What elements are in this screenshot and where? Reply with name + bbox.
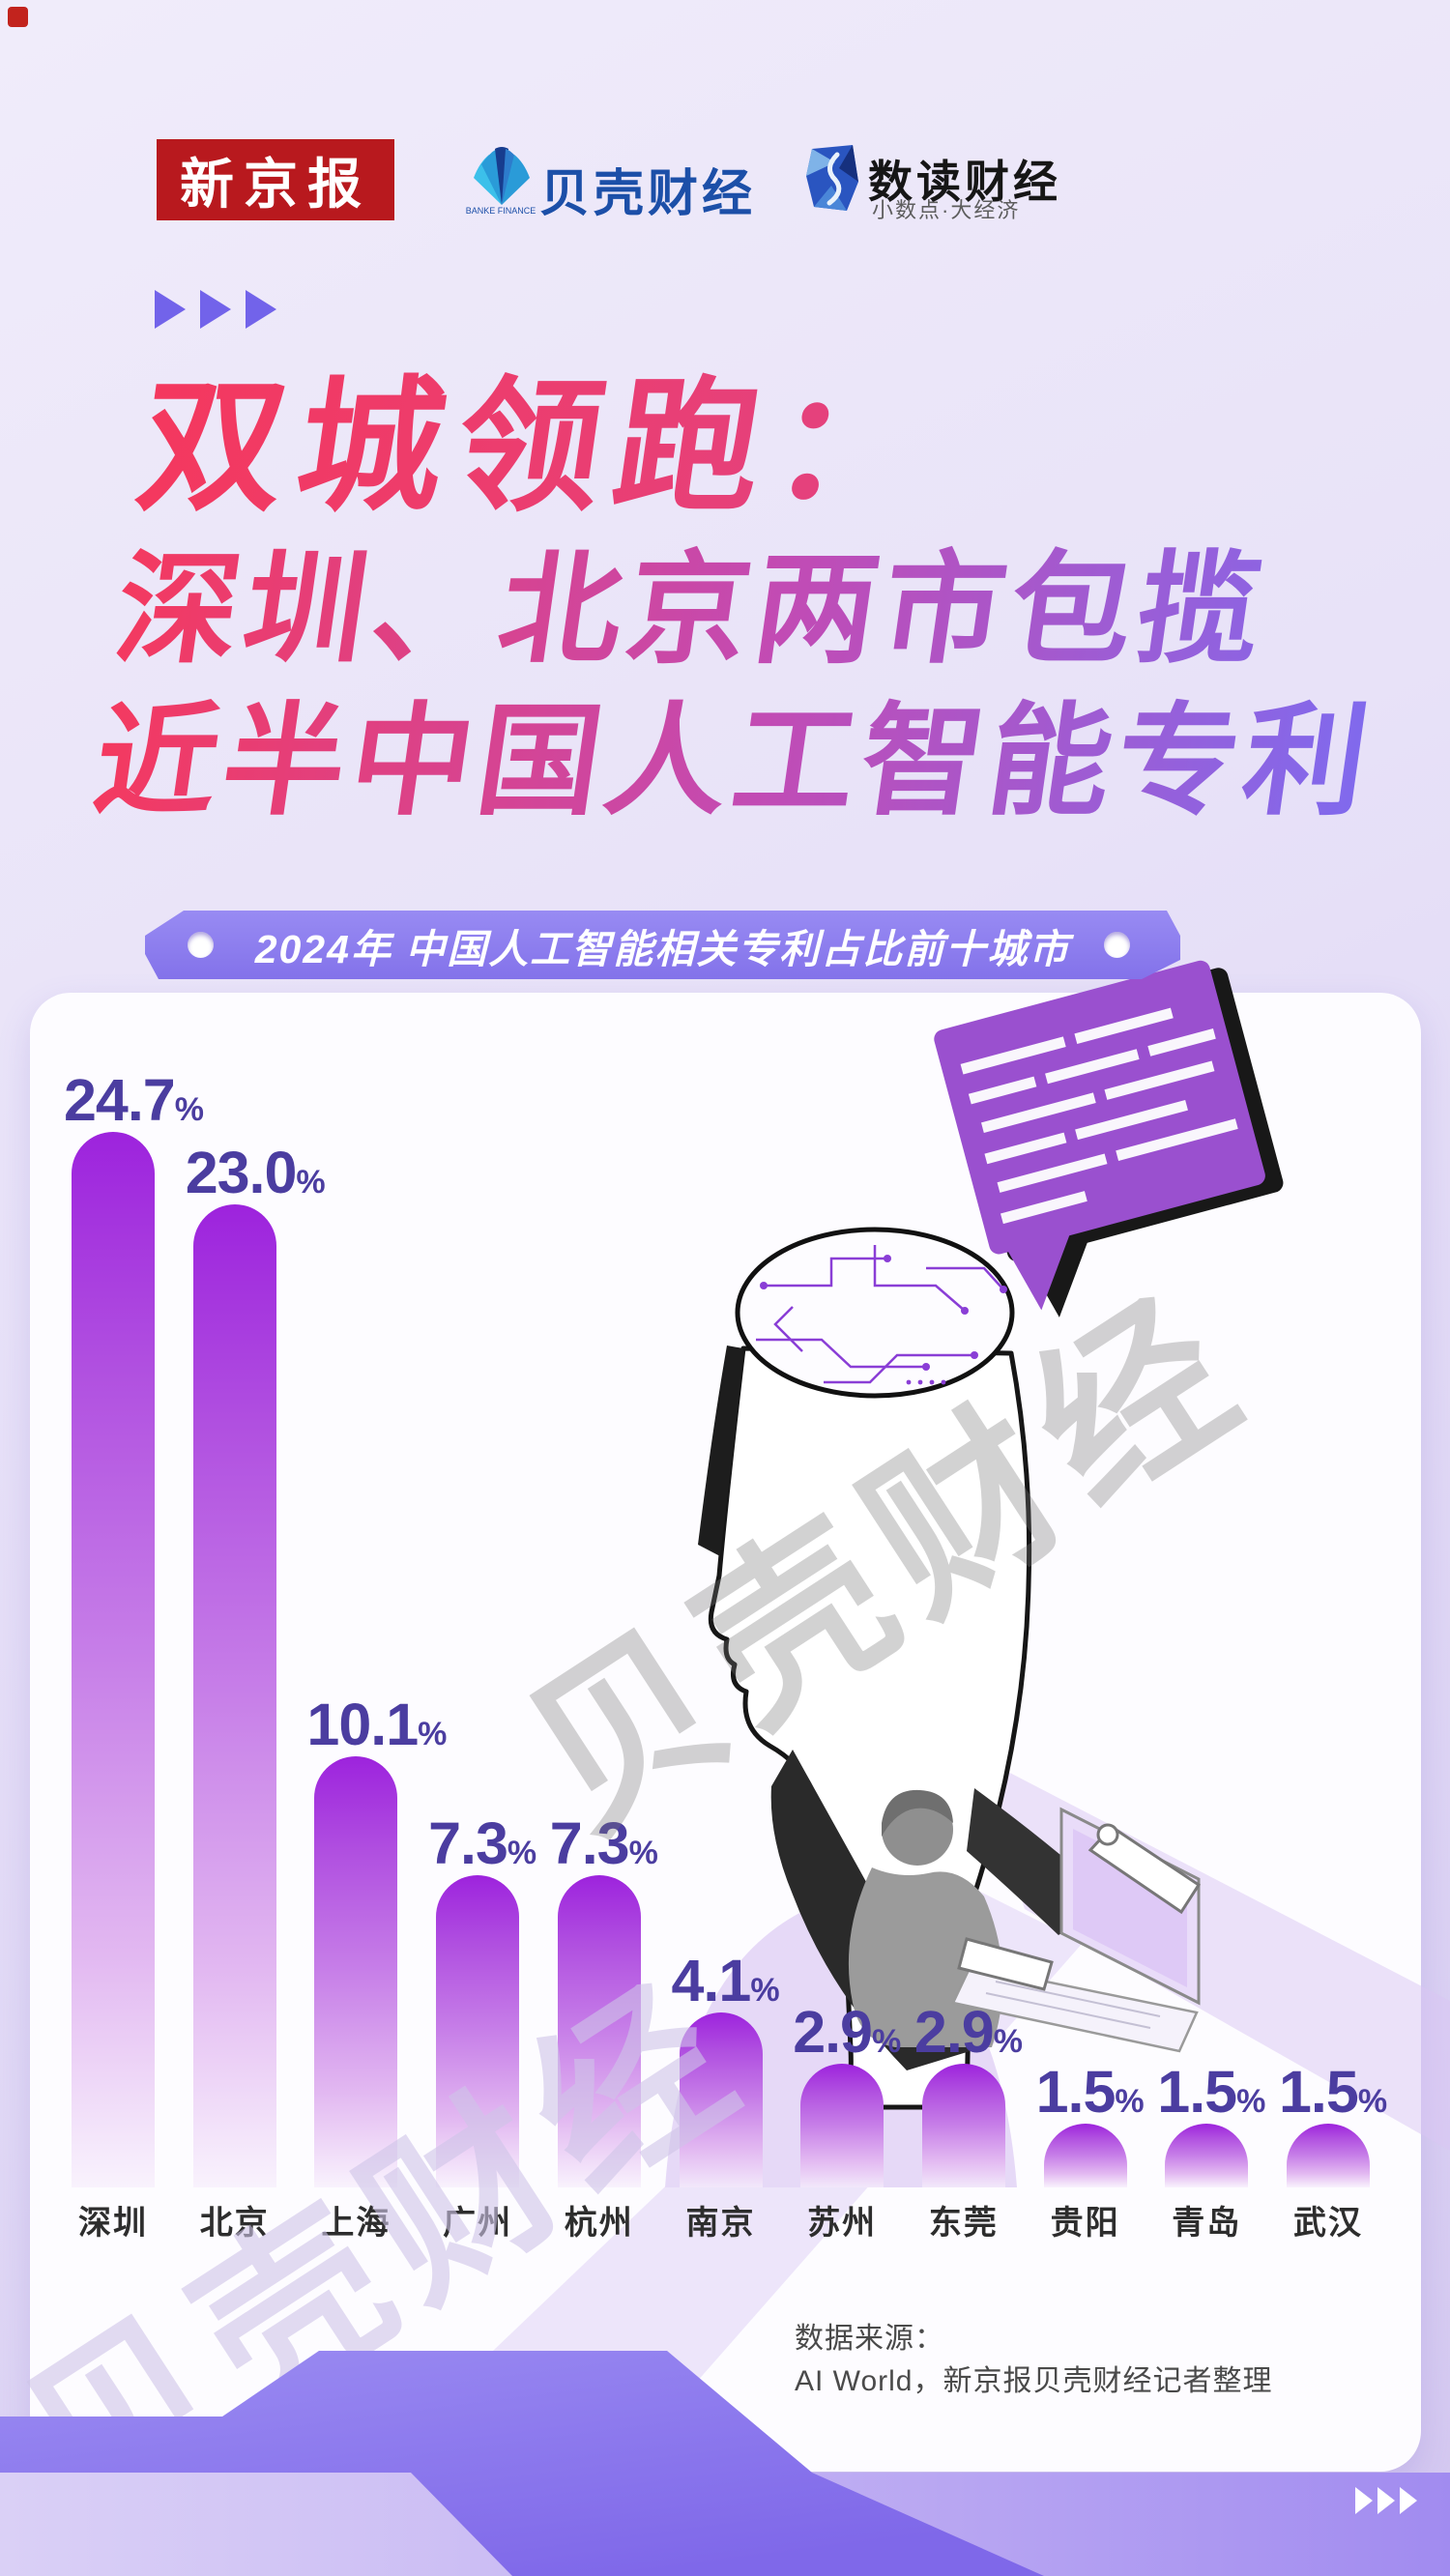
title-line-1: 双城领跑：	[129, 360, 1429, 534]
bottom-ribbon-shape	[0, 2351, 1044, 2576]
beike-finance-logo-text: 贝壳财经	[539, 166, 757, 222]
corner-marker	[8, 7, 28, 27]
banner-dot-icon	[188, 932, 214, 958]
data-source-detail: AI World，新京报贝壳财经记者整理	[795, 2365, 1273, 2397]
shudu-finance-tagline: 小数点·大经济	[872, 198, 1021, 222]
banner-dot-icon	[1104, 932, 1130, 958]
data-source: 数据来源： AI World，新京报贝壳财经记者整理	[795, 2318, 1272, 2403]
xinjingbao-logo-text: 新京报	[180, 155, 371, 216]
page-title: 双城领跑： 深圳、北京两市包揽 近半中国人工智能专利	[86, 360, 1429, 837]
shudu-gem-icon	[806, 145, 858, 211]
triple-arrow-icon	[155, 290, 291, 329]
xinjingbao-logo: 新京报	[157, 139, 394, 220]
shell-icon	[474, 147, 530, 205]
bottom-decoration	[0, 2351, 1450, 2576]
chart-title-banner: 2024年 中国人工智能相关专利占比前十城市	[145, 911, 1180, 979]
title-line-3: 近半中国人工智能专利	[86, 685, 1383, 837]
title-line-2: 深圳、北京两市包揽	[107, 534, 1405, 685]
shudu-finance-logo-text: 数读财经	[868, 157, 1061, 207]
chart-title-text: 2024年 中国人工智能相关专利占比前十城市	[254, 926, 1071, 971]
chart-card	[30, 993, 1421, 2472]
shell-logo-caption: BANKE FINANCE	[465, 206, 536, 216]
triple-arrow-icon	[1355, 2487, 1417, 2514]
data-source-label: 数据来源：	[795, 2323, 944, 2355]
